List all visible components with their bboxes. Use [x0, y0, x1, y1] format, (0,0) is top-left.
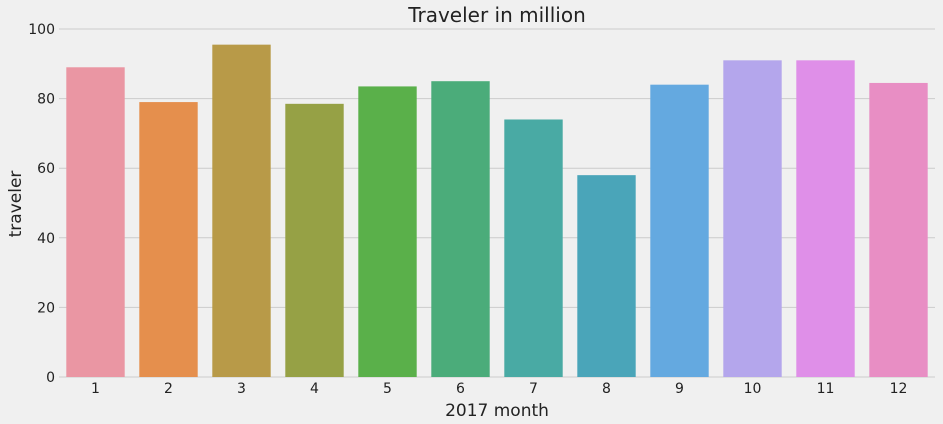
x-tick-label: 7 — [529, 381, 538, 397]
y-axis-label: traveler — [6, 171, 26, 238]
x-tick-label: 4 — [310, 381, 319, 397]
bar-month-8 — [577, 175, 636, 377]
bars — [66, 44, 928, 378]
x-tick-label: 12 — [890, 381, 908, 397]
bar-month-9 — [650, 84, 709, 378]
bar-month-4 — [285, 103, 344, 377]
x-tick-label: 5 — [383, 381, 392, 397]
x-tick-labels: 1 2 3 4 5 6 7 8 9 10 11 12 — [91, 381, 907, 397]
bar-month-5 — [358, 86, 417, 378]
x-tick-label: 2 — [164, 381, 173, 397]
y-tick-label: 0 — [46, 370, 55, 386]
y-tick-label: 20 — [37, 300, 55, 316]
y-tick-labels: 0 20 40 60 80 100 — [28, 22, 55, 386]
x-axis-label: 2017 month — [445, 401, 549, 421]
bar-month-1 — [66, 67, 125, 377]
x-tick-label: 9 — [675, 381, 684, 397]
y-tick-label: 100 — [28, 22, 55, 38]
bar-month-12 — [869, 82, 928, 377]
bar-month-7 — [504, 119, 563, 377]
y-tick-label: 40 — [37, 231, 55, 247]
bar-month-10 — [723, 60, 782, 377]
y-tick-label: 80 — [37, 92, 55, 108]
y-tick-label: 60 — [37, 161, 55, 177]
bar-month-3 — [212, 44, 271, 377]
x-tick-label: 8 — [602, 381, 611, 397]
x-tick-label: 1 — [91, 381, 100, 397]
bar-month-2 — [139, 102, 198, 377]
chart-title: Traveler in million — [407, 3, 586, 27]
bar-month-11 — [796, 60, 855, 377]
x-tick-label: 6 — [456, 381, 465, 397]
x-tick-label: 10 — [744, 381, 762, 397]
grid-lines — [59, 28, 935, 378]
x-tick-label: 3 — [237, 381, 246, 397]
bar-month-6 — [431, 81, 490, 377]
x-tick-label: 11 — [817, 381, 835, 397]
